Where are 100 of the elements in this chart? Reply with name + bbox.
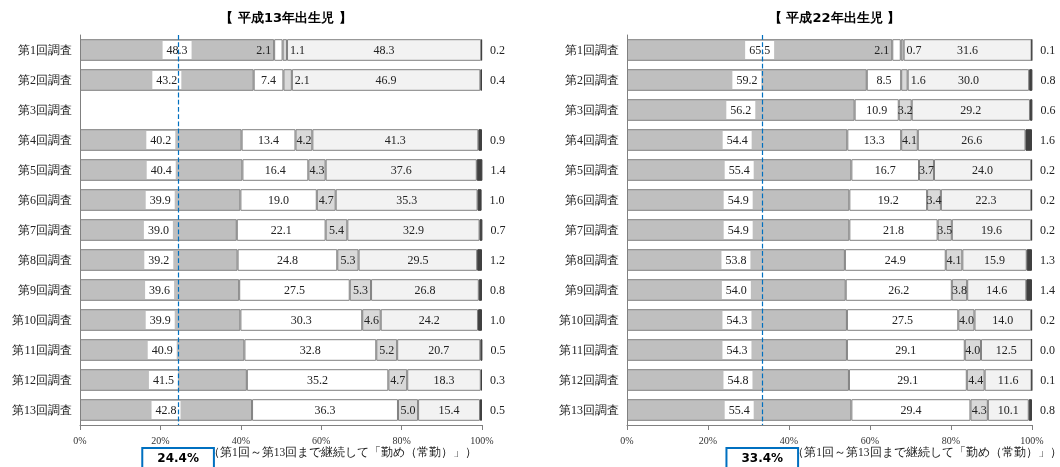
data-label: 4.0 [965, 343, 981, 357]
data-label: 1.0 [489, 193, 505, 207]
data-label: 1.4 [1040, 283, 1055, 297]
data-label: 10.1 [997, 403, 1019, 417]
chart-title: 【 平成22年出生児 】 [768, 10, 901, 25]
data-label: 5.0 [400, 403, 416, 417]
data-label: 2.1 [294, 73, 310, 87]
chart-title: 【 平成13年出生児 】 [220, 10, 352, 25]
x-tick-label: 20% [151, 434, 170, 446]
x-tick-label: 100% [470, 434, 494, 446]
y-tick-label: 第9回調査 [18, 283, 72, 297]
data-label: 24.2 [418, 313, 440, 327]
y-tick-label: 第10回調査 [559, 313, 619, 327]
x-tick-label: 80% [392, 434, 411, 446]
data-label: 0.8 [1040, 73, 1056, 87]
x-tick-label: 0% [620, 434, 634, 446]
data-label: 39.2 [148, 253, 170, 267]
bar [478, 279, 482, 301]
data-label: 54.3 [726, 343, 748, 357]
ref-line-label: 24.4% [157, 451, 199, 465]
data-label: 4.3 [971, 403, 987, 417]
data-label: 40.2 [150, 133, 172, 147]
data-label: 4.0 [958, 313, 974, 327]
ref-line-label: 33.4% [741, 451, 784, 465]
data-label: 0.5 [490, 343, 506, 357]
data-label: 37.6 [390, 163, 412, 177]
data-label: 48.3 [166, 43, 188, 57]
y-tick-label: 第7回調査 [565, 223, 619, 237]
data-label: 0.0 [1040, 343, 1056, 357]
y-tick-label: 第1回調査 [565, 43, 619, 57]
data-label: 42.8 [155, 403, 177, 417]
data-label: 43.2 [156, 73, 178, 87]
y-tick-label: 第2回調査 [565, 73, 619, 87]
data-label: 18.3 [433, 373, 455, 387]
data-label: 56.2 [730, 103, 752, 117]
y-tick-label: 第12回調査 [559, 373, 619, 387]
bar [1028, 399, 1032, 421]
data-label: 24.9 [884, 253, 906, 267]
y-tick-label: 第4回調査 [18, 133, 72, 147]
data-label: 4.2 [296, 133, 312, 147]
data-label: 5.3 [352, 283, 368, 297]
data-label: 22.1 [270, 223, 292, 237]
data-label: 39.9 [149, 313, 171, 327]
data-label: 0.7 [906, 43, 922, 57]
x-tick-label: 80% [941, 434, 961, 446]
data-label: 29.1 [895, 343, 917, 357]
data-label: 35.3 [396, 193, 418, 207]
x-tick-label: 20% [698, 434, 718, 446]
data-label: 20.7 [428, 343, 450, 357]
data-label: 0.2 [1040, 163, 1056, 177]
data-label: 39.6 [149, 283, 171, 297]
data-label: 0.2 [1040, 223, 1056, 237]
data-label: 39.9 [149, 193, 171, 207]
data-label: 0.2 [1040, 313, 1056, 327]
x-tick-label: 100% [1020, 434, 1044, 446]
y-tick-label: 第9回調査 [565, 283, 619, 297]
bar [476, 159, 483, 181]
bar [1025, 129, 1032, 151]
bar [1029, 69, 1033, 91]
data-label: 3.5 [937, 223, 953, 237]
data-label: 29.4 [900, 403, 922, 417]
data-label: 0.3 [490, 373, 505, 387]
data-label: 1.0 [490, 313, 505, 327]
bar [903, 39, 1032, 61]
data-label: 1.3 [1040, 253, 1055, 267]
data-label: 16.4 [264, 163, 286, 177]
data-label: 1.1 [290, 43, 306, 57]
y-tick-label: 第11回調査 [559, 343, 619, 357]
data-label: 0.1 [1040, 373, 1056, 387]
data-label: 30.0 [957, 73, 979, 87]
y-tick-label: 第8回調査 [565, 253, 619, 267]
data-label: 4.7 [390, 373, 406, 387]
data-label: 46.9 [375, 73, 397, 87]
x-tick-label: 0% [73, 434, 87, 446]
data-label: 1.2 [490, 253, 505, 267]
data-label: 3.7 [919, 163, 934, 177]
data-label: 24.0 [972, 163, 994, 177]
data-label: 4.1 [901, 133, 917, 147]
text: （第1回～第13回まで継続して「勤め（常勤）」） [792, 446, 1060, 459]
data-label: 0.2 [1040, 193, 1056, 207]
data-label: 8.5 [876, 73, 892, 87]
y-tick-label: 第7回調査 [18, 223, 72, 237]
data-label: 14.0 [992, 313, 1014, 327]
data-label: 27.5 [283, 283, 305, 297]
data-label: 5.2 [379, 343, 395, 357]
data-label: 15.9 [984, 253, 1006, 267]
y-tick-label: 第12回調査 [12, 373, 72, 387]
data-label: 40.9 [151, 343, 173, 357]
data-label: 21.8 [882, 223, 904, 237]
data-label: 0.2 [490, 43, 506, 57]
data-label: 54.3 [726, 313, 748, 327]
x-tick-label: 60% [860, 434, 880, 446]
data-label: 4.4 [968, 373, 984, 387]
data-label: 16.7 [874, 163, 896, 177]
data-label: 3.2 [897, 103, 913, 117]
y-tick-label: 第13回調査 [559, 403, 619, 417]
data-label: 11.6 [997, 373, 1019, 387]
data-label: 19.0 [268, 193, 290, 207]
data-label: 65.5 [749, 43, 771, 57]
data-label: 7.4 [261, 73, 277, 87]
